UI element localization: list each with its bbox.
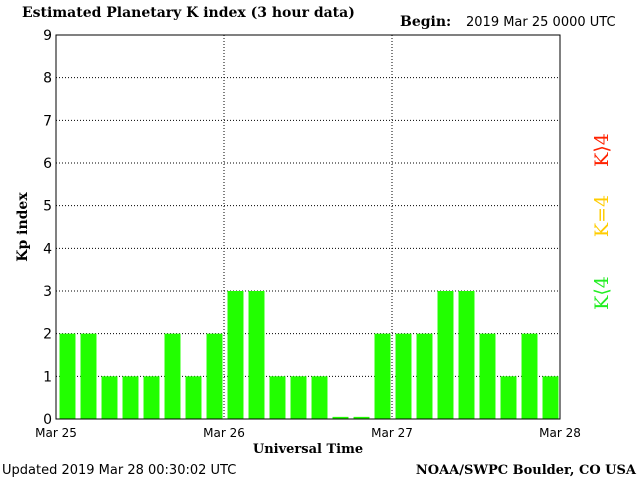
y-tick-label: 8 — [43, 71, 52, 87]
bar-series — [59, 291, 559, 419]
y-tick-label: 7 — [43, 113, 52, 129]
kp-bar — [458, 291, 475, 419]
y-tick-label: 4 — [43, 241, 52, 257]
x-tick-label: Mar 25 — [35, 426, 77, 440]
kp-bar — [311, 376, 328, 419]
kp-bar — [332, 416, 349, 419]
kp-bar — [206, 333, 223, 419]
kp-bar — [416, 333, 433, 419]
x-axis-label: Universal Time — [253, 442, 363, 457]
kp-bar — [353, 416, 370, 419]
kp-bar — [395, 333, 412, 419]
y-tick-labels: 0 1 2 3 4 5 6 7 8 9 — [43, 28, 52, 428]
kp-bar — [101, 376, 118, 419]
x-tick-label: Mar 26 — [203, 426, 245, 440]
kp-bar — [248, 291, 265, 419]
kp-bar — [521, 333, 538, 419]
kp-bar — [122, 376, 139, 419]
updated-timestamp: Updated 2019 Mar 28 00:30:02 UTC — [2, 463, 236, 478]
y-tick-label: 1 — [43, 369, 52, 385]
kp-bar — [227, 291, 244, 419]
kp-bar — [500, 376, 517, 419]
kp-bar — [80, 333, 97, 419]
y-tick-label: 9 — [43, 28, 52, 44]
kp-bar — [290, 376, 307, 419]
y-tick-label: 2 — [43, 327, 52, 343]
begin-value: 2019 Mar 25 0000 UTC — [466, 15, 616, 30]
legend-high: K⟩4 — [591, 133, 613, 167]
y-tick-label: 3 — [43, 284, 52, 300]
kp-bar — [143, 376, 160, 419]
kp-bar — [479, 333, 496, 419]
kp-bar — [269, 376, 286, 419]
legend-low: K⟨4 — [591, 276, 613, 310]
kp-bar — [437, 291, 454, 419]
kp-bar — [164, 333, 181, 419]
chart-title: Estimated Planetary K index (3 hour data… — [22, 5, 355, 21]
grid-lines — [56, 35, 560, 419]
legend-equal: K=4 — [591, 195, 613, 237]
x-tick-labels: Mar 25 Mar 26 Mar 27 Mar 28 — [35, 426, 581, 440]
kp-bar — [185, 376, 202, 419]
y-axis-label: Kp index — [15, 192, 31, 262]
y-tick-label: 5 — [43, 199, 52, 215]
kp-bar — [542, 376, 559, 419]
plot-frame — [55, 34, 561, 420]
begin-label: Begin: — [400, 14, 451, 30]
kp-bar — [374, 333, 391, 419]
source-credit: NOAA/SWPC Boulder, CO USA — [416, 463, 637, 478]
y-tick-label: 6 — [43, 156, 52, 172]
x-tick-label: Mar 28 — [539, 426, 581, 440]
y-tick-label: 0 — [43, 412, 52, 428]
kp-bar — [59, 333, 76, 419]
x-tick-label: Mar 27 — [371, 426, 413, 440]
